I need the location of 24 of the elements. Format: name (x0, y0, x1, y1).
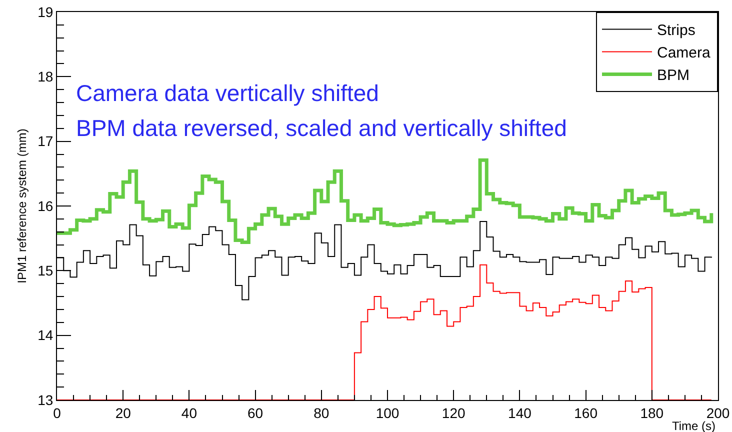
x-tick-label: 180 (640, 404, 664, 421)
x-tick-label: 100 (376, 404, 400, 421)
legend-label: Strips (657, 22, 696, 40)
x-tick-label: 40 (181, 404, 198, 421)
x-tick-label: 60 (248, 404, 264, 421)
x-tick-label: 140 (508, 404, 532, 421)
x-tick-label: 20 (115, 404, 132, 421)
x-tick-label: 80 (314, 404, 330, 421)
x-tick-label: 200 (706, 404, 730, 421)
y-tick-label: 19 (38, 4, 54, 20)
y-tick-label: 13 (38, 392, 54, 408)
y-tick-label: 14 (38, 327, 54, 344)
x-tick-label: 0 (53, 404, 62, 421)
x-tick-label: 120 (442, 404, 466, 421)
annotation: BPM data reversed, scaled and vertically shifted (76, 115, 567, 141)
annotation: Camera data vertically shifted (76, 80, 379, 106)
legend-label: Camera (657, 44, 712, 62)
x-tick-label: 160 (574, 404, 598, 421)
y-tick-label: 16 (38, 198, 54, 214)
legend-label: BPM (657, 67, 690, 84)
y-tick-label: 17 (38, 133, 54, 150)
y-tick-label: 18 (38, 68, 54, 85)
y-tick-label: 15 (38, 262, 54, 279)
y-axis-title: IPM1 reference system (mm) (14, 128, 29, 284)
